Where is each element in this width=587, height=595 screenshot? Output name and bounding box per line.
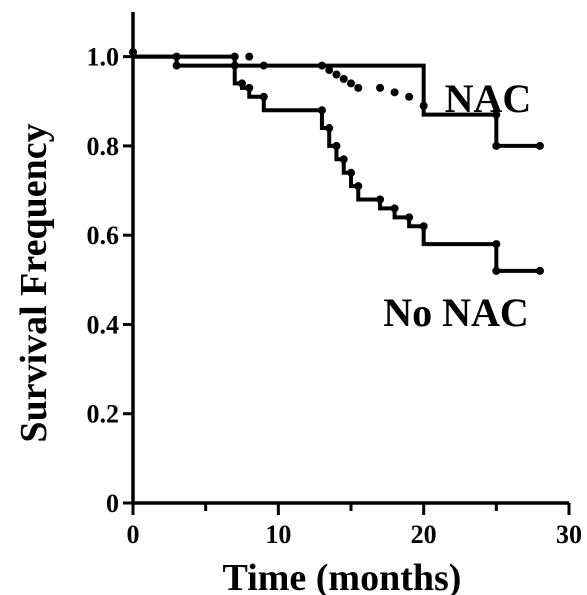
y-axis-title: Survival Frequency	[13, 123, 55, 442]
censor-mark-no-nac	[419, 222, 428, 231]
censor-mark-nac	[230, 52, 239, 61]
x-axis-title: Time (months)	[223, 557, 462, 595]
censor-mark-no-nac	[535, 266, 544, 275]
censor-mark-no-nac	[376, 195, 385, 204]
censor-mark-nac	[317, 61, 326, 70]
censor-mark-nac	[535, 141, 544, 150]
censor-mark-no-nac	[129, 48, 137, 57]
censor-mark-nac	[354, 83, 363, 92]
censor-mark-nac	[339, 74, 348, 83]
censor-mark-no-nac	[347, 168, 355, 177]
y-tick-label: 0	[106, 489, 119, 518]
censor-mark-no-nac	[245, 83, 254, 92]
y-tick-label: 1.0	[87, 43, 120, 72]
y-tick-label: 0.8	[87, 132, 120, 161]
censor-mark-no-nac	[405, 213, 414, 222]
censor-mark-nac	[419, 101, 428, 110]
series-label-no-nac: No NAC	[383, 290, 529, 335]
series-line-nac	[133, 54, 540, 148]
censor-mark-nac	[259, 61, 268, 70]
censor-mark-no-nac	[317, 106, 326, 115]
tick-labels: 0 0.2 0.4 0.6 0.8 1.0 0 10 20 30	[87, 43, 583, 549]
y-tick-label: 0.4	[87, 310, 120, 339]
censor-mark-nac	[245, 52, 254, 61]
censor-mark-nac	[376, 83, 385, 92]
censor-mark-nac	[492, 110, 501, 119]
x-tick-label: 0	[127, 520, 140, 549]
censor-mark-no-nac	[354, 182, 363, 191]
censor-marks	[129, 48, 544, 275]
censor-mark-no-nac	[492, 240, 501, 249]
censor-mark-no-nac	[230, 61, 239, 70]
censor-mark-no-nac	[325, 124, 334, 133]
censor-mark-no-nac	[238, 79, 246, 88]
censor-mark-no-nac	[259, 92, 268, 101]
x-tick-label: 20	[411, 520, 437, 549]
censor-mark-nac	[347, 79, 355, 88]
censor-mark-nac	[390, 88, 399, 97]
censor-mark-no-nac	[332, 141, 341, 150]
x-tick-label: 30	[556, 520, 582, 549]
censor-mark-nac	[492, 141, 501, 150]
censor-mark-no-nac	[492, 266, 501, 275]
censor-mark-no-nac	[390, 204, 399, 213]
y-tick-label: 0.2	[87, 400, 120, 429]
censor-mark-nac	[332, 70, 341, 79]
censor-mark-nac	[405, 92, 414, 101]
y-tick-label: 0.6	[87, 221, 120, 250]
ticks	[123, 55, 571, 515]
x-tick-label: 10	[265, 520, 291, 549]
censor-mark-nac	[172, 52, 181, 61]
censor-mark-nac	[325, 66, 334, 75]
censor-mark-no-nac	[339, 155, 348, 164]
censor-mark-no-nac	[172, 61, 181, 70]
series-label-nac: NAC	[445, 76, 532, 121]
